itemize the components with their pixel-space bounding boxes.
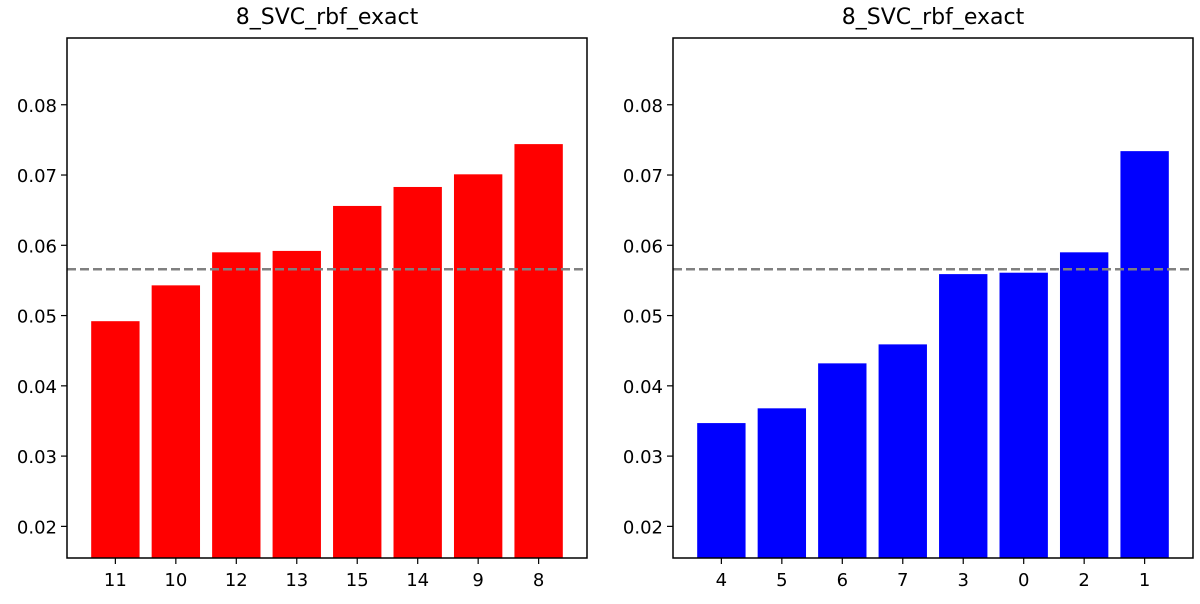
bar-9	[453, 174, 503, 558]
y-tick-label: 0.08	[623, 96, 663, 117]
bar-5	[757, 408, 807, 558]
x-tick-label: 6	[837, 570, 848, 591]
bar-11	[91, 321, 140, 558]
subplot-1: 8_SVC_rbf_exact 0.02 0.03 0.04 0.05 0.06 0.07 0…	[17, 5, 588, 591]
bar-1	[1120, 151, 1169, 558]
y-tick-label: 0.05	[623, 307, 663, 328]
x-tick-label: 14	[406, 570, 429, 591]
x-tick-label: 10	[164, 570, 187, 591]
bar-13	[272, 250, 321, 558]
y-tick-label: 0.06	[623, 236, 663, 257]
plot-frame	[672, 37, 1194, 559]
y-tick-label: 0.05	[17, 307, 57, 328]
y-tick-label: 0.02	[17, 517, 57, 538]
y-tick-label: 0.04	[623, 377, 663, 398]
bar-0	[999, 272, 1048, 558]
y-tick-label: 0.08	[17, 96, 57, 117]
x-tick-label: 0	[1018, 570, 1029, 591]
x-tick-label: 11	[104, 570, 127, 591]
y-tick-label: 0.07	[623, 166, 663, 187]
bar-4	[697, 423, 746, 558]
y-tick-label: 0.06	[17, 236, 57, 257]
bar-10	[151, 285, 201, 558]
x-tick-label: 4	[716, 570, 727, 591]
x-tick-label: 8	[533, 570, 544, 591]
x-tick-label: 15	[346, 570, 369, 591]
bar-7	[878, 344, 927, 558]
x-tick-label: 5	[776, 570, 787, 591]
chart-title: 8_SVC_rbf_exact	[236, 5, 419, 30]
bar-2	[1059, 252, 1109, 558]
x-tick-label: 9	[472, 570, 483, 591]
x-tick-label: 3	[958, 570, 969, 591]
y-tick-label: 0.03	[17, 447, 57, 468]
y-tick-label: 0.02	[623, 517, 663, 538]
bar-12	[212, 252, 261, 558]
bar-8	[514, 144, 563, 559]
x-tick-label: 1	[1139, 570, 1150, 591]
y-tick-label: 0.07	[17, 166, 57, 187]
bar-14	[393, 186, 442, 559]
y-tick-label: 0.03	[623, 447, 663, 468]
subplot-2: 8_SVC_rbf_exact 0.02 0.03 0.04 0.05 0.06 0.07 0…	[623, 5, 1194, 591]
x-tick-label: 13	[285, 570, 308, 591]
bar-6	[818, 363, 867, 558]
bar-3	[939, 274, 988, 558]
x-tick-label: 7	[897, 570, 908, 591]
plot-frame	[66, 37, 588, 559]
chart-title: 8_SVC_rbf_exact	[842, 5, 1025, 30]
bar-15	[333, 205, 382, 558]
x-tick-label: 2	[1078, 570, 1089, 591]
y-tick-label: 0.04	[17, 377, 57, 398]
x-tick-label: 12	[225, 570, 248, 591]
